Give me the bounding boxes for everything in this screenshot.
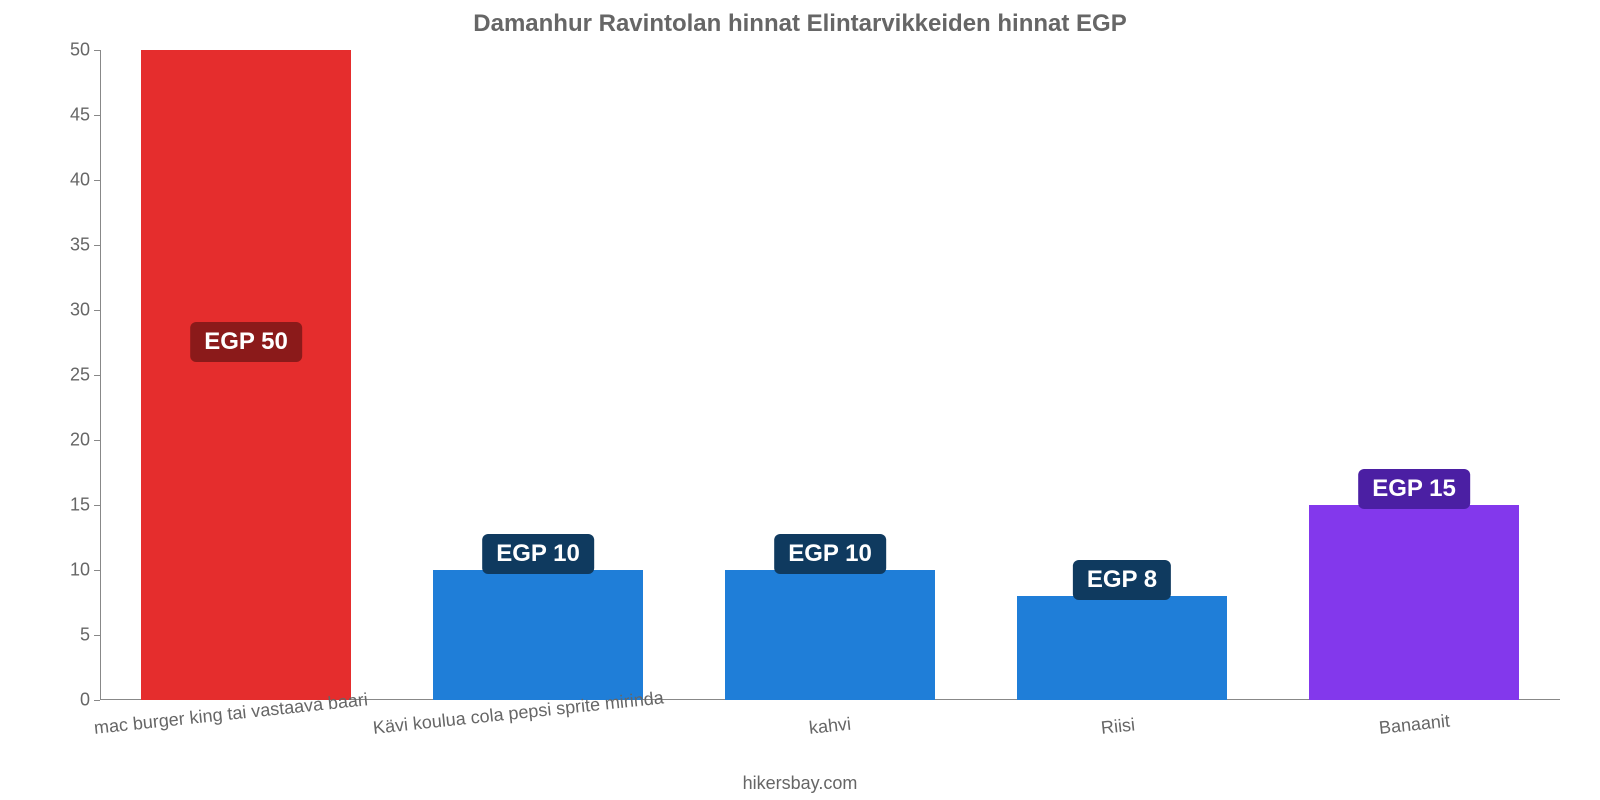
x-category-label: Banaanit xyxy=(1378,711,1451,739)
y-tick xyxy=(94,180,100,181)
y-tick xyxy=(94,440,100,441)
y-tick xyxy=(94,570,100,571)
y-tick xyxy=(94,375,100,376)
y-tick xyxy=(94,635,100,636)
chart-title: Damanhur Ravintolan hinnat Elintarvikkei… xyxy=(0,10,1600,38)
y-tick-label: 40 xyxy=(30,170,90,191)
y-tick xyxy=(94,700,100,701)
y-tick-label: 20 xyxy=(30,430,90,451)
y-tick xyxy=(94,310,100,311)
y-tick xyxy=(94,245,100,246)
bar xyxy=(141,50,351,700)
x-category-label: kahvi xyxy=(808,714,852,739)
y-tick-label: 30 xyxy=(30,300,90,321)
y-tick xyxy=(94,50,100,51)
value-badge: EGP 50 xyxy=(190,322,302,362)
y-tick xyxy=(94,115,100,116)
bar xyxy=(433,570,643,700)
y-tick-label: 25 xyxy=(30,365,90,386)
y-tick-label: 5 xyxy=(30,625,90,646)
plot-area: 05101520253035404550EGP 50mac burger kin… xyxy=(100,50,1560,700)
y-tick-label: 10 xyxy=(30,560,90,581)
y-tick-label: 15 xyxy=(30,495,90,516)
y-tick-label: 35 xyxy=(30,235,90,256)
x-category-label: Riisi xyxy=(1100,714,1136,738)
bar xyxy=(1309,505,1519,700)
y-tick xyxy=(94,505,100,506)
bar-chart: Damanhur Ravintolan hinnat Elintarvikkei… xyxy=(0,0,1600,800)
y-tick-label: 50 xyxy=(30,40,90,61)
value-badge: EGP 8 xyxy=(1073,560,1171,600)
y-axis xyxy=(100,50,101,700)
value-badge: EGP 10 xyxy=(774,534,886,574)
attribution-text: hikersbay.com xyxy=(0,773,1600,794)
bar xyxy=(725,570,935,700)
y-tick-label: 0 xyxy=(30,690,90,711)
bar xyxy=(1017,596,1227,700)
value-badge: EGP 15 xyxy=(1358,469,1470,509)
y-tick-label: 45 xyxy=(30,105,90,126)
value-badge: EGP 10 xyxy=(482,534,594,574)
